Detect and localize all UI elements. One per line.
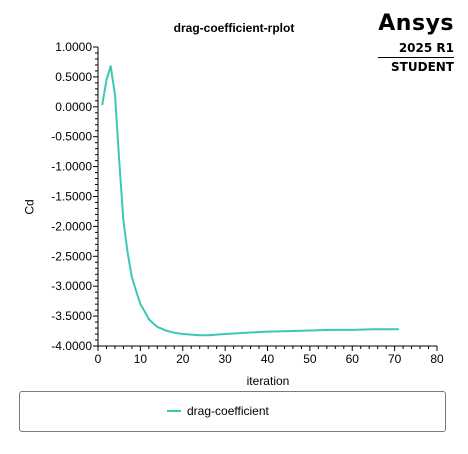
y-tick-label: 0.5000 [55,70,92,84]
series-line-drag-coefficient [101,65,399,337]
y-tick-label: -1.0000 [51,160,92,174]
y-tick-label: 1.0000 [55,40,92,54]
y-tick-label: -4.0000 [51,339,92,353]
legend: drag-coefficient [19,391,446,432]
legend-label: drag-coefficient [187,404,269,418]
y-tick-label: -2.0000 [51,219,92,233]
x-tick-label: 10 [134,352,148,366]
brand-name: Ansys [378,11,454,36]
x-tick-label: 70 [388,352,402,366]
x-tick-label: 80 [430,352,444,366]
y-tick-label: 0.0000 [55,100,92,114]
y-tick-label: -0.5000 [51,130,92,144]
brand-edition: STUDENT [378,57,454,74]
x-tick-label: 30 [218,352,232,366]
y-tick-label: -1.5000 [51,190,92,204]
chart-title: drag-coefficient-rplot [173,21,295,35]
ansys-logo: Ansys 2025 R1 STUDENT [378,12,454,74]
y-axis-label: Cd [22,199,37,215]
x-tick-label: 60 [346,352,360,366]
y-tick-label: -3.5000 [51,309,92,323]
brand-version: 2025 R1 [398,41,454,55]
y-tick-label: -3.0000 [51,279,92,293]
legend-swatch [167,410,181,412]
x-tick-label: 20 [176,352,190,366]
x-tick-label: 40 [261,352,275,366]
legend-item[interactable]: drag-coefficient [167,404,269,418]
x-tick-label: 0 [95,352,102,366]
x-axis-label: iteration [246,374,290,388]
y-tick-label: -2.5000 [51,249,92,263]
x-tick-label: 50 [303,352,317,366]
